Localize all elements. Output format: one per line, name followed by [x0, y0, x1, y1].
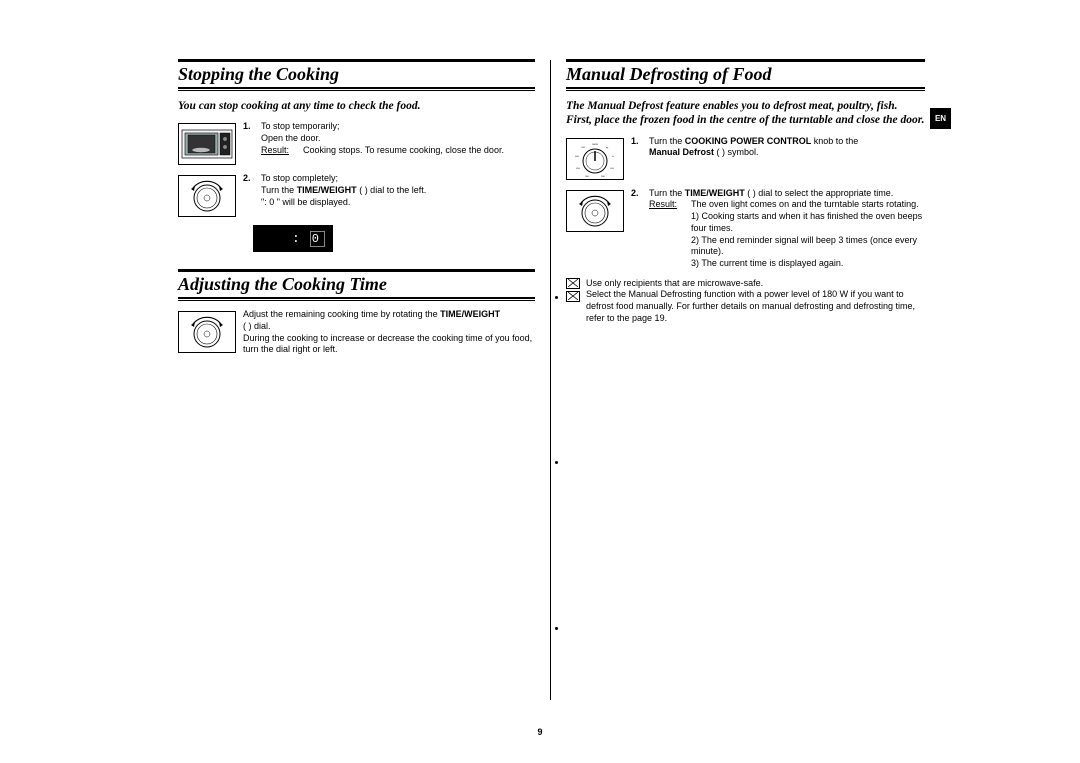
note-row: Use only recipients that are microwave-s…	[566, 278, 925, 325]
right-column: EN Manual Defrosting of Food The Manual …	[551, 60, 925, 700]
dial-icon	[178, 309, 243, 356]
step-text: Turn the TIME/WEIGHT ( ) dial to select …	[649, 188, 925, 270]
dial-icon	[178, 173, 243, 219]
step-number: 2.	[631, 188, 649, 270]
intro-stopping: You can stop cooking at any time to chec…	[178, 99, 535, 113]
step-row: Adjust the remaining cooking time by rot…	[178, 309, 535, 356]
section-title-stopping: Stopping the Cooking	[178, 60, 535, 89]
step-number: 1.	[243, 121, 261, 167]
section-title-defrost: Manual Defrosting of Food	[566, 60, 925, 89]
result-label: Result:	[261, 145, 303, 157]
step-text: Adjust the remaining cooking time by rot…	[243, 309, 535, 356]
intro-defrost: The Manual Defrost feature enables you t…	[566, 99, 925, 128]
svg-text:600: 600	[575, 156, 579, 158]
svg-text:kg: kg	[606, 147, 609, 149]
step-row: 2. Turn the TIME/WEIGHT ( ) dial to sele…	[566, 188, 925, 270]
divider-dot	[555, 461, 558, 464]
svg-text:✻: ✻	[612, 155, 614, 158]
step-text: To stop temporarily; Open the door. Resu…	[261, 121, 535, 167]
svg-text:700: 700	[581, 147, 585, 149]
divider-dot	[555, 296, 558, 299]
step-number: 1.	[631, 136, 649, 182]
dial-icon	[566, 188, 631, 270]
step-row: 2. To stop completely; Turn the TIME/WEI…	[178, 173, 535, 219]
step-text: To stop completely; Turn the TIME/WEIGHT…	[261, 173, 535, 219]
two-column-layout: Stopping the Cooking You can stop cookin…	[178, 60, 925, 700]
step-row: 1. To stop temporarily; Open the door. R…	[178, 121, 535, 167]
svg-text:100: 100	[610, 168, 614, 170]
left-column: Stopping the Cooking You can stop cookin…	[178, 60, 551, 700]
step-text: Turn the COOKING POWER CONTROL knob to t…	[649, 136, 925, 182]
section-title-adjusting: Adjusting the Cooking Time	[178, 270, 535, 299]
divider-dot	[555, 627, 558, 630]
manual-page: Stopping the Cooking You can stop cookin…	[0, 0, 1080, 763]
svg-text:900W: 900W	[592, 144, 599, 146]
page-number: 9	[0, 727, 1080, 737]
power-dial-icon: 900W kg ✻ 100 180 300 450 600 700	[566, 136, 631, 182]
note-text: Use only recipients that are microwave-s…	[586, 278, 925, 325]
note-icon	[566, 278, 586, 325]
result-label: Result:	[649, 199, 691, 211]
language-tab: EN	[930, 108, 951, 129]
lcd-display: :0	[253, 225, 333, 252]
step-row: 900W kg ✻ 100 180 300 450 600 700	[566, 136, 925, 182]
svg-text:180: 180	[601, 176, 605, 178]
svg-text:300: 300	[585, 176, 589, 178]
step-number: 2.	[243, 173, 261, 219]
microwave-icon	[178, 121, 243, 167]
svg-text:450: 450	[576, 168, 580, 170]
